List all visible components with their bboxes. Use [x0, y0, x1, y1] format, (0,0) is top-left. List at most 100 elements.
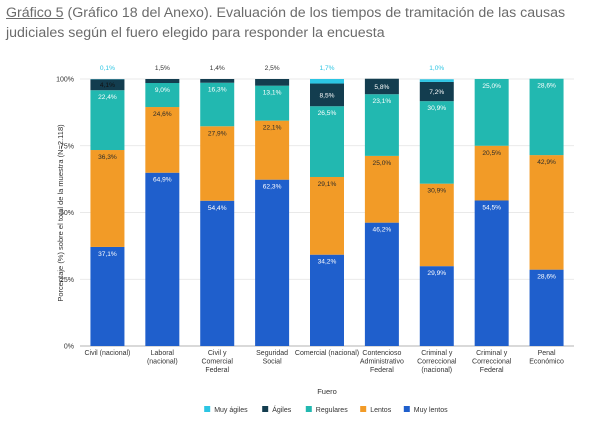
bar-segment	[419, 81, 454, 102]
data-label: 29,9%	[427, 270, 446, 277]
y-tick-label: 100%	[56, 77, 74, 84]
data-label: 0,1%	[100, 65, 115, 72]
data-label: 5,8%	[374, 84, 389, 91]
data-label: 1,4%	[210, 65, 225, 72]
bar-segment	[90, 246, 125, 346]
bar-segment	[200, 200, 235, 346]
data-label: 1,5%	[155, 65, 170, 72]
bar-segment	[255, 179, 290, 346]
data-label: 2,5%	[265, 65, 280, 72]
data-label: 1,0%	[429, 65, 444, 72]
bar-segment	[364, 78, 399, 95]
data-label: 62,3%	[263, 184, 282, 191]
data-label: 37,1%	[98, 251, 117, 258]
legend-swatch	[360, 406, 367, 412]
bar-segment	[529, 155, 564, 270]
data-label: 8,5%	[319, 92, 334, 99]
bar-segment	[419, 79, 454, 82]
data-label: 29,1%	[318, 181, 337, 188]
data-label: 7,2%	[429, 89, 444, 96]
bar-segment	[474, 79, 509, 146]
bar-segment	[529, 78, 564, 156]
x-axis-title: Fuero	[317, 387, 337, 396]
bar-segment	[419, 101, 454, 184]
chart-title: Gráfico 5 (Gráfico 18 del Anexo). Evalua…	[6, 3, 596, 43]
x-category-label: Civil (nacional)	[84, 350, 130, 357]
bars	[90, 78, 564, 346]
bar-segment	[310, 79, 344, 84]
data-label: 27,9%	[208, 130, 227, 137]
bar-segment	[90, 90, 125, 151]
bar-segment	[419, 183, 454, 267]
bar-segment	[255, 79, 290, 86]
data-label: 9,0%	[155, 87, 170, 94]
data-label: 28,6%	[537, 274, 556, 281]
data-label: 30,9%	[427, 105, 446, 112]
data-label: 1,7%	[319, 65, 334, 72]
legend-swatch	[403, 406, 410, 412]
y-axis-ticks: 0% 25% 50% 75% 100%	[56, 77, 74, 351]
bar-segment	[255, 120, 290, 180]
chart-title-label: Gráfico 5	[6, 5, 64, 21]
y-tick-label: 25%	[60, 277, 74, 284]
data-label: 54,4%	[208, 205, 227, 212]
data-label: 24,6%	[153, 111, 172, 118]
bar-segment	[90, 79, 125, 91]
data-label: 34,2%	[318, 259, 337, 266]
x-category-label: Laboral (nacional)	[147, 350, 178, 366]
x-category-label: Civil y Comercial Federal	[201, 350, 233, 374]
data-label: 64,9%	[153, 177, 172, 184]
x-category-label: Criminal y Correccional (nacional)	[417, 350, 457, 374]
bar-segment	[364, 155, 399, 223]
data-label: 30,9%	[427, 188, 446, 195]
bar-segment	[364, 222, 399, 346]
legend: Muy ágiles Ágiles Regulares Lentos Muy lento…	[204, 405, 448, 414]
data-labels: 37,1% 36,3% 22,4% 4,1% 0,1% 64,9% 24,6% 9,0% 1,5…	[98, 65, 556, 281]
legend-label: Ágiles	[272, 405, 292, 414]
bar-segment	[310, 106, 344, 177]
legend-label: Muy ágiles	[214, 407, 248, 414]
bar-segment	[310, 254, 344, 346]
data-label: 23,1%	[373, 98, 392, 105]
bar-segment	[529, 269, 564, 346]
legend-label: Lentos	[370, 407, 392, 414]
data-label: 54,5%	[482, 204, 501, 211]
y-axis-title: Porcentaje (%) sobre el total de la mues…	[56, 124, 65, 302]
y-tick-label: 75%	[60, 143, 74, 150]
data-label: 13,1%	[263, 90, 282, 97]
bar-segment	[200, 126, 235, 201]
bar-segment	[200, 79, 235, 83]
x-axis-categories: Civil (nacional) Laboral (nacional) Civil y…	[84, 350, 563, 374]
data-label: 26,5%	[318, 110, 337, 117]
chart-title-text: (Gráfico 18 del Anexo). Evaluación de lo…	[6, 5, 566, 41]
legend-label: Muy lentos	[414, 407, 448, 414]
data-label: 36,3%	[98, 154, 117, 161]
bar-segment	[364, 94, 399, 156]
data-label: 16,3%	[208, 87, 227, 94]
legend-swatch	[305, 406, 312, 412]
x-category-label: Comercial (nacional)	[295, 350, 359, 357]
y-tick-label: 50%	[60, 210, 74, 217]
bar-segment	[310, 83, 344, 107]
bar-segment	[419, 266, 454, 346]
bar-segment	[255, 85, 290, 121]
x-category-label: Penal Económico	[529, 350, 564, 366]
bar-segment	[200, 82, 235, 127]
bar-segment	[310, 176, 344, 255]
x-category-label: Criminal y Correccional Federal	[472, 350, 512, 374]
data-label: 25,0%	[373, 160, 392, 167]
bar-segment	[90, 150, 125, 247]
x-category-label: Contencioso Administrativo Federal	[360, 350, 404, 374]
bar-segment	[145, 83, 180, 108]
legend-label: Regulares	[316, 407, 348, 414]
data-label: 25,0%	[482, 83, 501, 90]
bar-segment	[474, 200, 509, 346]
data-label: 20,5%	[482, 150, 501, 157]
legend-swatch	[262, 406, 269, 412]
data-label: 46,2%	[373, 227, 392, 234]
legend-swatch	[204, 406, 211, 412]
bar-segment	[145, 172, 180, 346]
x-category-label: Seguridad Social	[256, 350, 288, 366]
data-label: 28,6%	[537, 83, 556, 90]
